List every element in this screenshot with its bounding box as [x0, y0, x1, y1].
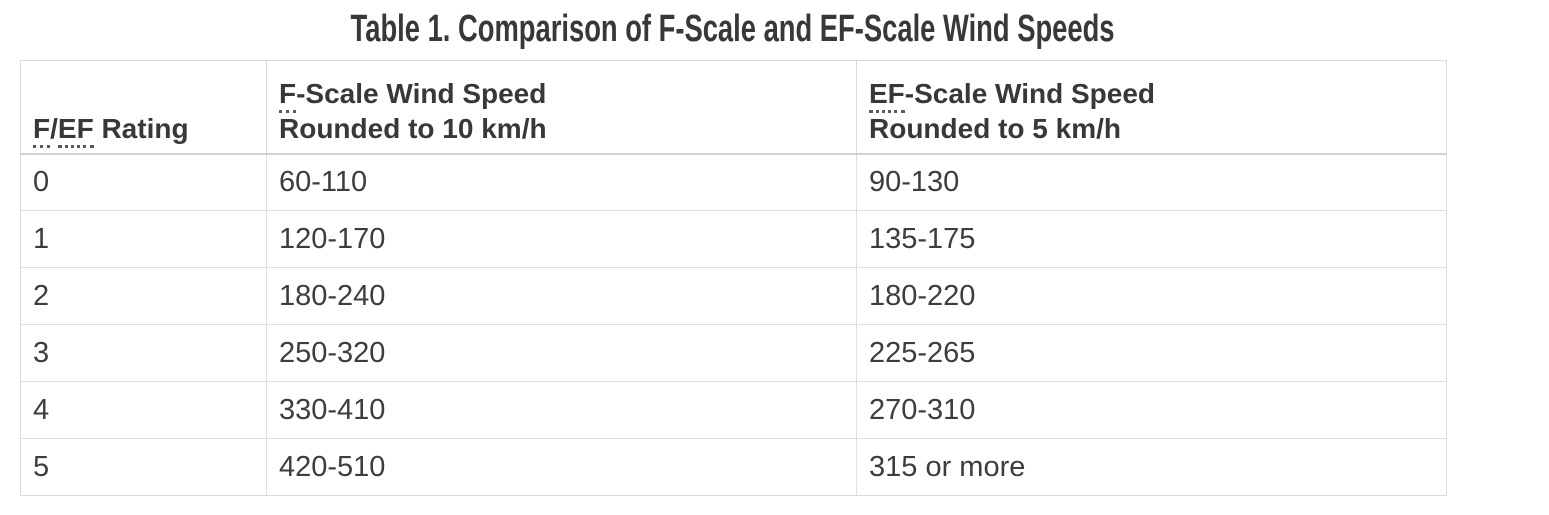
f-scale-cell: 250-320: [266, 324, 857, 382]
header-line: F-Scale Wind Speed: [279, 76, 844, 113]
column-header-f-ef-rating: F/EF Rating: [20, 60, 267, 155]
rating-cell: 5: [20, 438, 267, 496]
column-header-ef-scale-wind-speed: EF-Scale Wind Speed Rounded to 5 km/h: [856, 60, 1447, 155]
header-rest-text: -Scale Wind Speed: [296, 77, 547, 109]
abbr-f: F: [279, 77, 297, 113]
wind-speed-comparison-table: F/EF Rating F-Scale Wind Speed Rounded t…: [20, 60, 1447, 496]
header-row: F/EF Rating F-Scale Wind Speed Rounded t…: [20, 60, 1447, 155]
abbr-ef: EF: [869, 77, 905, 113]
f-scale-cell: 180-240: [266, 267, 857, 325]
abbr-ef: EF: [57, 112, 94, 148]
f-scale-cell: 120-170: [266, 210, 857, 268]
rating-cell: 4: [20, 381, 267, 439]
ef-scale-cell: 270-310: [856, 381, 1447, 439]
column-header-f-scale-wind-speed: F-Scale Wind Speed Rounded to 10 km/h: [266, 60, 857, 155]
header-subline: Rounded to 10 km/h: [279, 112, 547, 144]
rating-cell: 0: [20, 153, 267, 211]
f-scale-cell: 60-110: [266, 153, 857, 211]
table-title: Table 1. Comparison of F-Scale and EF-Sc…: [351, 8, 1115, 50]
separator-text: /: [50, 112, 58, 144]
header-line: F/EF Rating: [33, 111, 254, 148]
table-row: 3 250-320 225-265: [20, 324, 1447, 382]
header-subline: Rounded to 5 km/h: [869, 112, 1121, 144]
table-row: 2 180-240 180-220: [20, 267, 1447, 325]
ef-scale-cell: 225-265: [856, 324, 1447, 382]
table-caption: Table 1. Comparison of F-Scale and EF-Sc…: [20, 0, 1446, 60]
table-row: 4 330-410 270-310: [20, 381, 1447, 439]
abbr-f: F: [33, 112, 51, 148]
table-row: 5 420-510 315 or more: [20, 438, 1447, 496]
f-scale-cell: 330-410: [266, 381, 857, 439]
ef-scale-cell: 135-175: [856, 210, 1447, 268]
header-line: EF-Scale Wind Speed: [869, 76, 1434, 113]
ef-scale-cell: 315 or more: [856, 438, 1447, 496]
ef-scale-cell: 180-220: [856, 267, 1447, 325]
header-rest-text: Rating: [93, 112, 189, 144]
rating-cell: 3: [20, 324, 267, 382]
table-row: 0 60-110 90-130: [20, 153, 1447, 211]
header-rest-text: -Scale Wind Speed: [904, 77, 1156, 109]
f-scale-cell: 420-510: [266, 438, 857, 496]
rating-cell: 2: [20, 267, 267, 325]
table-row: 1 120-170 135-175: [20, 210, 1447, 268]
ef-scale-cell: 90-130: [856, 153, 1447, 211]
rating-cell: 1: [20, 210, 267, 268]
